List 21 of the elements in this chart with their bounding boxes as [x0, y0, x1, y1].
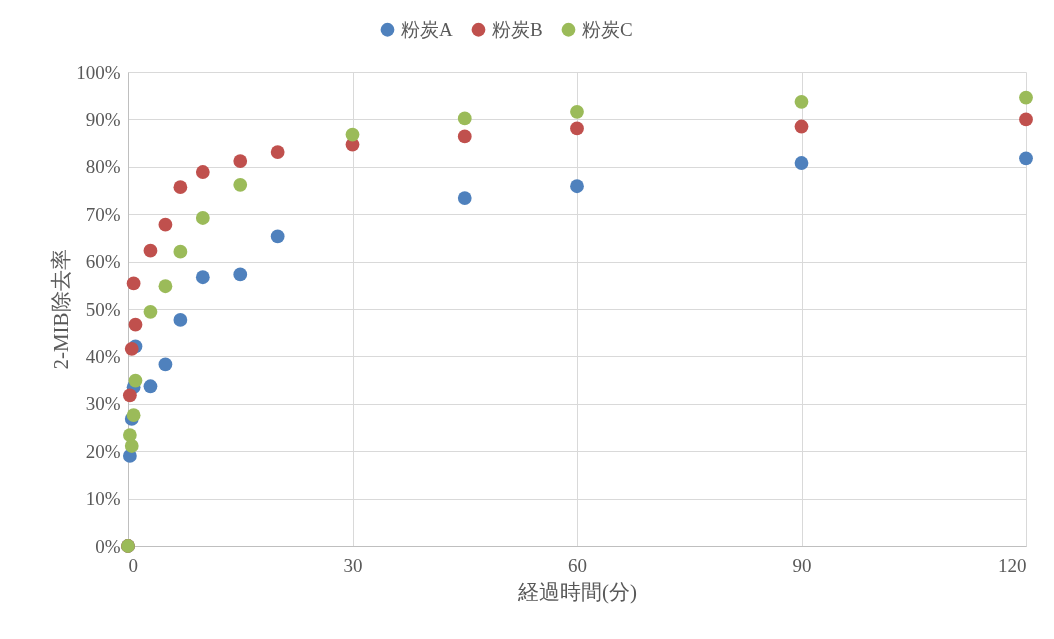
x-axis-title: 経過時間(分): [517, 579, 637, 604]
y-axis-title: 2-MIB除去率: [49, 249, 74, 370]
y-tick-label: 90%: [85, 108, 121, 130]
legend-label: 粉炭A: [401, 18, 453, 40]
x-tick-label: 120: [998, 554, 1027, 576]
x-tick-label: 0: [128, 554, 138, 576]
y-tick-label: 80%: [85, 156, 121, 178]
y-tick-label: 0%: [95, 535, 121, 557]
y-tick-label: 40%: [85, 345, 121, 367]
legend-label: 粉炭C: [582, 18, 633, 40]
x-tick-label: 30: [343, 554, 363, 576]
y-tick-label: 20%: [85, 440, 121, 462]
y-tick-label: 70%: [85, 203, 121, 225]
y-tick-label: 30%: [85, 393, 121, 415]
x-tick-label: 60: [568, 554, 587, 576]
y-tick-label: 100%: [76, 61, 121, 83]
legend-label: 粉炭B: [492, 18, 543, 40]
x-tick-label: 90: [792, 554, 812, 576]
y-tick-label: 10%: [85, 488, 121, 510]
y-tick-label: 50%: [85, 298, 121, 320]
y-tick-label: 60%: [85, 251, 121, 273]
